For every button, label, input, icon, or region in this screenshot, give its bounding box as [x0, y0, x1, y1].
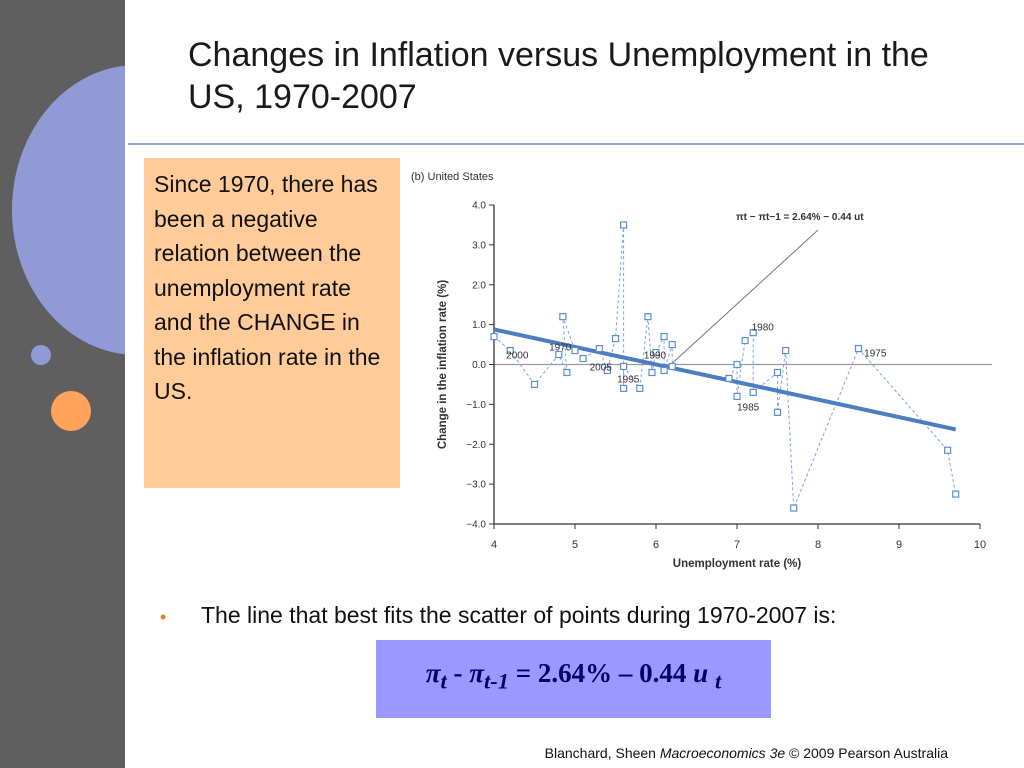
year-label: 2005	[590, 362, 613, 373]
data-point	[555, 350, 563, 359]
y-tick-label: 3.0	[472, 240, 486, 251]
y-axis-label: Change in the inflation rate (%)	[437, 280, 449, 449]
data-point	[943, 446, 952, 454]
data-point	[530, 380, 539, 389]
data-point	[773, 408, 782, 416]
year-label: 2000	[506, 351, 529, 362]
scatter-chart: (b) United States 4.0 3.0 2.0 1.0 0.0 −1.0 −2.0…	[411, 171, 992, 570]
data-point	[563, 368, 571, 377]
connecting-path	[493, 224, 957, 509]
x-tick-label: 9	[896, 539, 902, 551]
data-point	[854, 344, 863, 353]
data-point	[741, 336, 749, 345]
year-label: 1980	[752, 323, 775, 334]
x-tick-label: 4	[491, 539, 497, 551]
data-point	[773, 368, 782, 377]
panel-label: (b) United States	[411, 171, 494, 183]
slide-title: Changes in Inflation versus Unemployment…	[188, 36, 929, 116]
footer-credit: Blanchard, Sheen Macroeconomics 3e © 200…	[545, 745, 948, 761]
data-point	[952, 490, 960, 498]
y-tick-label: 4.0	[472, 201, 486, 212]
x-tick-label: 5	[572, 539, 578, 551]
data-point	[559, 313, 567, 321]
year-label: 1995	[617, 374, 640, 385]
data-point	[571, 346, 579, 355]
year-label: 1985	[737, 402, 760, 413]
title-divider	[128, 143, 1024, 145]
formula-u: u	[693, 658, 709, 688]
y-tick-label: 2.0	[472, 280, 486, 291]
data-point	[619, 362, 628, 371]
x-tick-label: 10	[974, 539, 986, 551]
y-tick-label: −4.0	[466, 520, 486, 531]
data-point	[619, 384, 628, 393]
data-point	[636, 384, 644, 393]
decorative-side-band	[0, 0, 125, 768]
y-tick-label: −3.0	[466, 480, 486, 491]
data-point	[648, 368, 656, 377]
data-point	[611, 334, 620, 343]
y-tick-label: 1.0	[472, 320, 486, 331]
formula: πt - πt-1 = 2.64% – 0.44 u t	[376, 658, 771, 694]
callout-text: Since 1970, there has been a negative re…	[154, 171, 381, 404]
callout-box: Since 1970, there has been a negative re…	[144, 158, 400, 488]
equation-leader-line	[666, 229, 819, 369]
data-point	[668, 340, 676, 349]
formula-sub-t-u: t	[714, 668, 722, 694]
data-point	[749, 329, 757, 337]
bullet-dot-icon: •	[160, 607, 167, 627]
data-point	[619, 221, 628, 229]
data-point	[644, 313, 652, 321]
formula-rhs: = 2.64% – 0.44	[509, 658, 694, 688]
year-label: 1970	[549, 343, 572, 354]
data-point	[733, 392, 741, 400]
formula-box: πt - πt-1 = 2.64% – 0.44 u t	[376, 640, 771, 718]
data-point	[733, 360, 741, 369]
formula-minus: -	[446, 658, 470, 688]
x-axis-label: Unemployment rate (%)	[673, 558, 802, 570]
y-tick-label: −2.0	[466, 440, 486, 451]
y-tick-label: −1.0	[466, 400, 486, 411]
formula-sub-t-1: t-1	[484, 668, 510, 694]
data-point	[749, 388, 757, 397]
data-point	[660, 332, 668, 341]
x-tick-label: 7	[734, 539, 740, 551]
formula-sub-t: t	[440, 668, 447, 694]
x-tick-label: 6	[653, 539, 659, 551]
footer-book: Macroeconomics 3e	[659, 745, 786, 761]
orange-dot	[51, 391, 91, 431]
data-point	[652, 348, 660, 357]
data-point	[595, 344, 603, 353]
x-tick-label: 8	[815, 539, 821, 551]
data-point	[506, 346, 514, 355]
equation-label: πt − πt−1 = 2.64% − 0.44 ut	[736, 212, 864, 223]
data-point	[781, 346, 790, 355]
data-point	[579, 354, 587, 363]
bullet-text: The line that best fits the scatter of p…	[201, 602, 837, 628]
data-point	[603, 366, 612, 375]
footer-rest: © 2009 Pearson Australia	[785, 745, 948, 761]
regression-line	[493, 327, 957, 432]
data-point	[725, 374, 733, 383]
data-point	[490, 332, 498, 341]
y-tick-label: 0.0	[472, 360, 486, 371]
data-point	[790, 504, 798, 512]
formula-pi-lag: π	[469, 658, 485, 688]
footer-authors: Blanchard, Sheen	[544, 745, 660, 761]
year-label: 1990	[644, 351, 667, 362]
formula-pi: π	[425, 658, 441, 688]
small-blue-dot	[31, 345, 51, 365]
data-point	[668, 362, 676, 371]
year-label: 1975	[864, 349, 887, 360]
data-point	[660, 366, 668, 375]
